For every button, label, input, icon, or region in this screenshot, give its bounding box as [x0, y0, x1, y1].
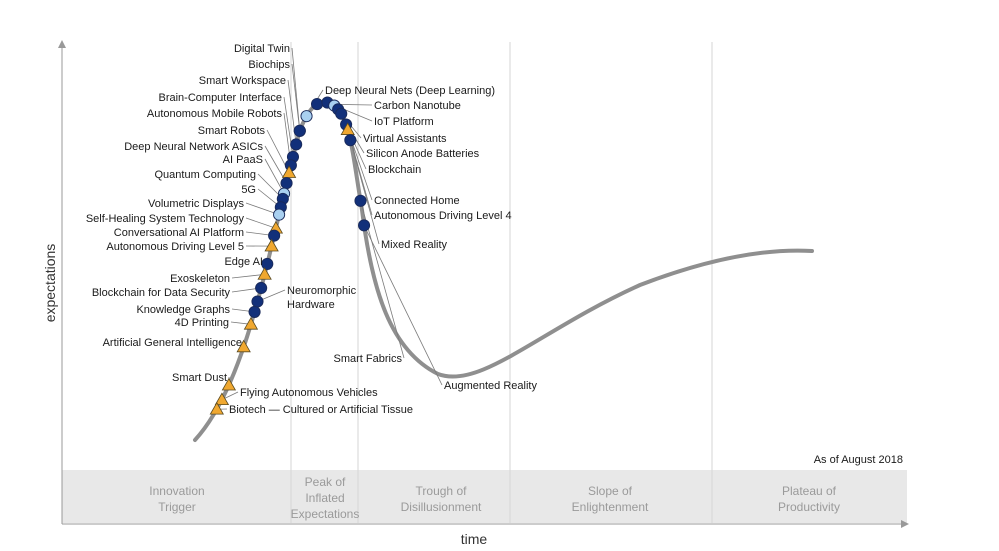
- phase-2-line-2: Inflated: [305, 491, 344, 505]
- marker-volumetric-displays: [273, 208, 286, 221]
- marker-4d-printing: [243, 317, 259, 330]
- label-smart-fabrics: Smart Fabrics: [334, 353, 403, 365]
- marker-biochips: [293, 124, 306, 137]
- marker-deep-neural-nets-deep-learning: [300, 110, 313, 123]
- label-deep-neural-nets-deep-learning: Deep Neural Nets (Deep Learning): [325, 85, 495, 97]
- label-exoskeleton: Exoskeleton: [170, 273, 230, 285]
- phase-3-line-2: Disillusionment: [401, 500, 482, 514]
- marker-augmented-reality: [358, 219, 371, 232]
- point-labels: Digital Twin Biochips Smart Workspace Brain…: [86, 43, 538, 416]
- marker-autonomous-driving-level-4: [340, 122, 355, 135]
- connector-ai-paas: [264, 158, 285, 194]
- label-self-healing-system-technology: Self-Healing System Technology: [86, 213, 245, 225]
- y-axis-title: expectations: [42, 244, 58, 323]
- connector-mixed-reality: [349, 140, 380, 245]
- phase-4-line-1: Slope of: [588, 484, 633, 498]
- marker-smart-fabrics: [354, 194, 367, 207]
- marker-conversational-ai-platform: [268, 229, 281, 242]
- label-autonomous-mobile-robots: Autonomous Mobile Robots: [147, 108, 283, 120]
- marker-neuromorphic-hardware: [251, 295, 264, 308]
- label-digital-twin: Digital Twin: [234, 43, 290, 55]
- phase-3-line-1: Trough of: [416, 484, 468, 498]
- label-silicon-anode-batteries: Silicon Anode Batteries: [366, 148, 480, 160]
- label-iot-platform: IoT Platform: [374, 116, 434, 128]
- marker-knowledge-graphs: [248, 305, 261, 318]
- phase-labels: Innovation Trigger Peak of Inflated Expe…: [149, 475, 840, 521]
- marker-smart-workspace: [290, 138, 303, 151]
- label-autonomous-driving-level-4: Autonomous Driving Level 4: [374, 210, 512, 222]
- label-quantum-computing: Quantum Computing: [155, 169, 257, 181]
- phase-1-line-2: Trigger: [158, 500, 196, 514]
- phase-band: [62, 470, 907, 523]
- label-connected-home: Connected Home: [374, 195, 460, 207]
- marker-biotech-cultured-or-artificial-tissue: [209, 401, 224, 415]
- label-edge-ai: Edge AI: [224, 256, 263, 268]
- label-mixed-reality: Mixed Reality: [381, 239, 448, 251]
- label-smart-robots: Smart Robots: [198, 125, 266, 137]
- label-knowledge-graphs: Knowledge Graphs: [136, 304, 230, 316]
- label-neuromorphic-hardware: Neuromorphic Hardware: [287, 285, 357, 311]
- label-virtual-assistants: Virtual Assistants: [363, 133, 447, 145]
- marker-exoskeleton: [257, 267, 272, 280]
- marker-edge-ai: [261, 257, 274, 270]
- connector-exoskeleton: [231, 274, 265, 279]
- label-ai-paas: AI PaaS: [223, 154, 263, 166]
- marker-smart-dust: [221, 377, 237, 391]
- phase-2-line-1: Peak of: [305, 475, 346, 489]
- label-blockchain-for-data-security: Blockchain for Data Security: [92, 287, 231, 299]
- marker-blockchain: [335, 107, 348, 120]
- phase-4-line-2: Enlightenment: [572, 500, 649, 514]
- label-augmented-reality: Augmented Reality: [444, 380, 537, 392]
- phase-5-line-1: Plateau of: [782, 484, 837, 498]
- label-5g: 5G: [241, 184, 256, 196]
- label-conversational-ai-platform: Conversational AI Platform: [114, 227, 244, 239]
- label-biotech-cultured-or-artificial-tissue: Biotech — Cultured or Artificial Tissue: [229, 404, 413, 416]
- marker-deep-neural-network-asics: [280, 177, 293, 190]
- as-of-note: As of August 2018: [814, 454, 903, 466]
- y-axis-arrow: [58, 40, 66, 48]
- markers: [209, 96, 371, 415]
- label-biochips: Biochips: [248, 59, 290, 71]
- x-axis-arrow: [901, 520, 909, 528]
- connector-biochips: [291, 63, 301, 131]
- label-brain-computer-interface: Brain-Computer Interface: [159, 92, 283, 104]
- label-carbon-nanotube: Carbon Nanotube: [374, 100, 461, 112]
- label-autonomous-driving-level-5: Autonomous Driving Level 5: [106, 241, 244, 253]
- marker-blockchain-for-data-security: [255, 281, 268, 295]
- marker-mixed-reality: [344, 134, 357, 147]
- phase-5-line-2: Productivity: [778, 500, 840, 514]
- connector-augmented-reality: [363, 225, 443, 386]
- phase-dividers: [290, 42, 713, 523]
- marker-smart-robots: [281, 165, 297, 178]
- label-flying-autonomous-vehicles: Flying Autonomous Vehicles: [240, 387, 378, 399]
- marker-flying-autonomous-vehicles: [214, 392, 230, 406]
- marker-autonomous-driving-level-5: [264, 238, 279, 252]
- x-axis-title: time: [461, 531, 488, 547]
- label-artificial-general-intelligence: Artificial General Intelligence: [103, 337, 242, 349]
- marker-carbon-nanotube: [311, 98, 324, 111]
- connector-self-healing-system-technology: [245, 217, 277, 229]
- label-smart-workspace: Smart Workspace: [199, 75, 286, 87]
- label-volumetric-displays: Volumetric Displays: [148, 198, 244, 210]
- label-deep-neural-network-asics: Deep Neural Network ASICs: [124, 141, 263, 153]
- label-blockchain: Blockchain: [368, 164, 421, 176]
- label-connectors: [216, 47, 443, 410]
- label-smart-dust: Smart Dust: [172, 372, 227, 384]
- axes: [61, 42, 907, 525]
- label-4d-printing: 4D Printing: [175, 317, 229, 329]
- phase-1-line-1: Innovation: [149, 484, 204, 498]
- marker-artificial-general-intelligence: [236, 339, 251, 353]
- phase-2-line-3: Expectations: [291, 507, 360, 521]
